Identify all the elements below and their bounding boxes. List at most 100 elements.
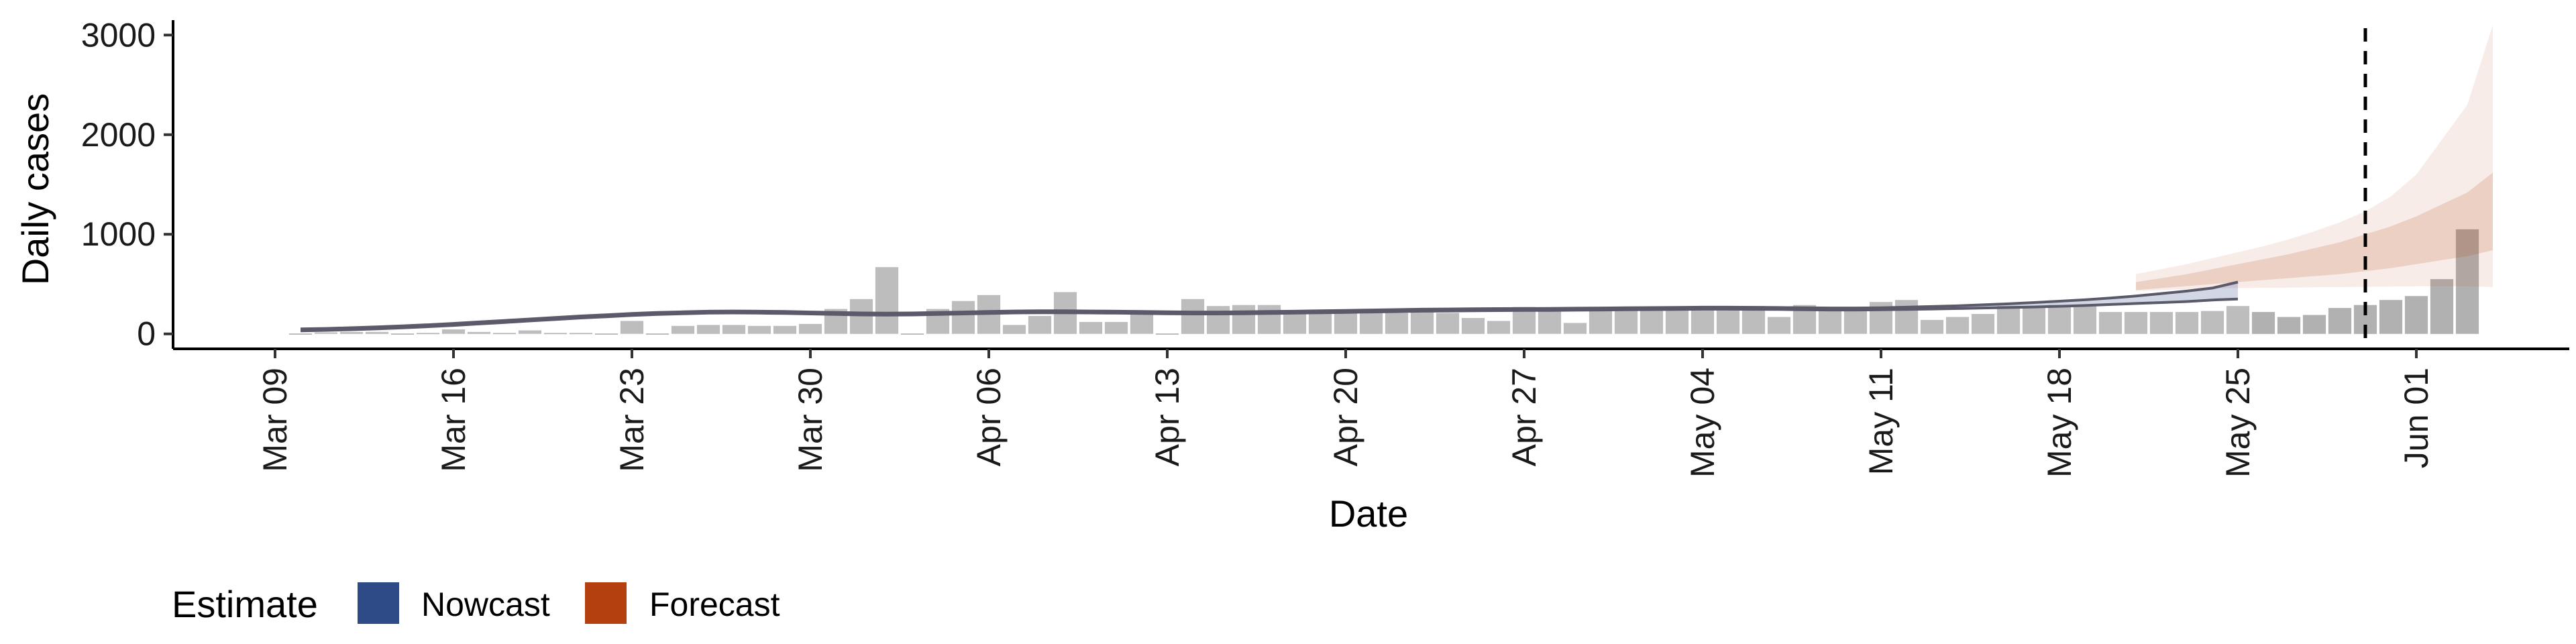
x-tick-label: Apr 20 <box>1327 368 1364 466</box>
forecast-band-50 <box>2136 172 2493 290</box>
case-bar <box>288 333 313 335</box>
nowcast-ribbon <box>300 280 2239 333</box>
case-bar <box>569 333 593 335</box>
case-bar <box>1410 312 1434 334</box>
x-tick-label: Apr 27 <box>1505 368 1543 466</box>
case-bar <box>1461 318 1485 334</box>
legend-key-nowcast <box>358 582 399 624</box>
x-tick-label: May 18 <box>2041 368 2078 478</box>
case-bar <box>1945 317 1970 334</box>
case-bar <box>798 323 822 334</box>
case-bar <box>900 333 924 335</box>
case-bar <box>1334 313 1358 334</box>
x-tick-label: Mar 30 <box>792 368 829 472</box>
x-tick-label: Mar 23 <box>613 368 651 472</box>
case-bar <box>1155 333 1179 335</box>
case-bar <box>773 325 797 334</box>
case-bar <box>620 321 644 334</box>
case-bar <box>1971 314 1995 334</box>
case-bar <box>1538 308 1562 334</box>
case-bar <box>1767 317 1791 334</box>
case-bar <box>518 330 542 334</box>
x-tick-label: Mar 09 <box>256 368 294 472</box>
forecast-ribbons <box>2136 25 2493 291</box>
case-bar <box>1690 306 1715 334</box>
case-bar <box>1436 313 1460 334</box>
case-bar <box>1487 321 1511 334</box>
case-bar <box>1130 314 1154 334</box>
case-bar <box>1232 305 1256 334</box>
x-tick-label: May 25 <box>2219 368 2257 478</box>
case-bar <box>1283 314 1307 334</box>
legend-title: Estimate <box>172 583 318 625</box>
y-tick-label: 1000 <box>81 215 156 253</box>
y-tick-label: 3000 <box>81 16 156 54</box>
x-tick-label: May 11 <box>1862 368 1900 475</box>
case-bar <box>1614 307 1638 334</box>
case-bar <box>1843 307 1868 334</box>
case-bar <box>2455 229 2479 334</box>
case-bar <box>2302 315 2326 334</box>
case-bar <box>2226 306 2250 334</box>
case-bar <box>747 325 771 334</box>
case-bar <box>467 331 491 334</box>
case-bar <box>2328 308 2352 334</box>
x-tick-label: Apr 06 <box>970 368 1008 466</box>
x-ticks: Mar 09 Mar 16 Mar 23 Mar 30 Apr 06 Apr 13 Apr … <box>256 349 2435 478</box>
case-bar <box>1028 316 1052 334</box>
case-bar <box>339 331 364 334</box>
legend: Estimate Nowcast Forecast <box>172 582 780 625</box>
case-bar <box>1359 312 1383 334</box>
case-bar <box>2149 312 2174 334</box>
case-bar <box>1385 313 1409 334</box>
legend-label-forecast: Forecast <box>649 586 780 623</box>
case-bar <box>1894 300 1919 334</box>
case-bar <box>1104 321 1128 334</box>
case-bar <box>1996 306 2021 334</box>
case-bar <box>2379 300 2403 334</box>
axes <box>172 20 2569 350</box>
case-bar <box>416 333 440 335</box>
y-ticks: 0 1000 2000 3000 <box>81 16 173 353</box>
y-axis-title: Daily cases <box>14 93 56 285</box>
case-bar <box>492 333 517 335</box>
case-bar <box>2277 317 2301 334</box>
case-bar <box>2073 305 2097 334</box>
case-bar <box>543 333 568 335</box>
case-bar <box>594 333 619 335</box>
case-bar <box>951 301 975 334</box>
case-bar <box>2098 312 2123 334</box>
nowcast-upper-line <box>300 280 2239 331</box>
case-bar <box>2200 311 2224 334</box>
case-bar <box>1308 314 1332 334</box>
case-bar <box>1563 323 1587 334</box>
case-bar <box>1640 307 1664 334</box>
y-tick-label: 2000 <box>81 116 156 154</box>
legend-label-nowcast: Nowcast <box>421 586 550 623</box>
case-bar <box>722 325 746 334</box>
case-bar <box>849 299 873 334</box>
case-bar <box>2124 312 2148 334</box>
case-bar <box>2404 296 2428 334</box>
x-axis-title: Date <box>1329 492 1408 535</box>
case-bar <box>1818 307 1842 334</box>
case-bar <box>365 331 389 334</box>
nowcast-lower-line <box>300 297 2239 333</box>
case-bar <box>2430 279 2454 334</box>
case-bar <box>875 267 899 334</box>
x-tick-label: Apr 13 <box>1148 368 1186 466</box>
case-bar <box>1665 308 1689 334</box>
case-bar <box>441 329 466 334</box>
case-bar <box>1181 299 1205 334</box>
case-bar <box>671 325 695 334</box>
case-bar <box>1589 307 1613 334</box>
case-bar <box>1079 321 1103 334</box>
forecast-band-90 <box>2136 25 2493 291</box>
case-bar <box>1257 305 1281 334</box>
case-bar <box>390 333 415 335</box>
case-bar <box>2175 312 2199 334</box>
case-bar <box>1206 306 1230 334</box>
case-bar <box>1716 307 1740 334</box>
x-tick-label: May 04 <box>1684 368 1721 478</box>
